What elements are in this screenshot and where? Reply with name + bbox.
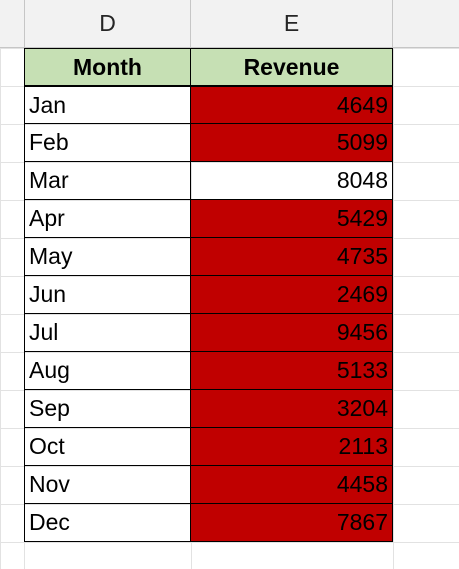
month-cell[interactable]: Jul xyxy=(24,314,191,352)
table-row: Aug 5133 xyxy=(24,352,393,390)
table-row: Dec 7867 xyxy=(24,504,393,542)
table-header-row: Month Revenue xyxy=(24,48,393,86)
table-row: Oct 2113 xyxy=(24,428,393,466)
revenue-cell[interactable]: 4649 xyxy=(191,86,393,124)
column-header-row: D E xyxy=(0,0,459,48)
table-row: Apr 5429 xyxy=(24,200,393,238)
revenue-cell[interactable]: 8048 xyxy=(191,162,393,200)
revenue-cell[interactable]: 2113 xyxy=(191,428,393,466)
month-cell[interactable]: Jan xyxy=(24,86,191,124)
revenue-table: Month Revenue Jan 4649 Feb 5099 Mar 8048 Apr 54… xyxy=(24,48,393,542)
column-header-d[interactable]: D xyxy=(24,0,191,47)
table-row: Jul 9456 xyxy=(24,314,393,352)
header-cell-revenue[interactable]: Revenue xyxy=(191,48,393,86)
month-cell[interactable]: Dec xyxy=(24,504,191,542)
table-row: Nov 4458 xyxy=(24,466,393,504)
table-body: Jan 4649 Feb 5099 Mar 8048 Apr 5429 May 4735 Jun 24… xyxy=(24,86,393,542)
revenue-cell[interactable]: 5133 xyxy=(191,352,393,390)
column-header-e[interactable]: E xyxy=(191,0,393,47)
revenue-cell[interactable]: 2469 xyxy=(191,276,393,314)
gridline xyxy=(393,48,394,569)
month-cell[interactable]: Jun xyxy=(24,276,191,314)
revenue-cell[interactable]: 5099 xyxy=(191,124,393,162)
header-cell-month[interactable]: Month xyxy=(24,48,191,86)
table-row: Jan 4649 xyxy=(24,86,393,124)
month-cell[interactable]: Aug xyxy=(24,352,191,390)
month-cell[interactable]: Sep xyxy=(24,390,191,428)
month-cell[interactable]: Nov xyxy=(24,466,191,504)
revenue-cell[interactable]: 3204 xyxy=(191,390,393,428)
month-cell[interactable]: Feb xyxy=(24,124,191,162)
table-row: Mar 8048 xyxy=(24,162,393,200)
table-row: May 4735 xyxy=(24,238,393,276)
revenue-cell[interactable]: 4735 xyxy=(191,238,393,276)
revenue-cell[interactable]: 9456 xyxy=(191,314,393,352)
revenue-cell[interactable]: 4458 xyxy=(191,466,393,504)
month-cell[interactable]: Oct xyxy=(24,428,191,466)
table-row: Feb 5099 xyxy=(24,124,393,162)
table-row: Sep 3204 xyxy=(24,390,393,428)
table-row: Jun 2469 xyxy=(24,276,393,314)
month-cell[interactable]: Mar xyxy=(24,162,191,200)
revenue-cell[interactable]: 5429 xyxy=(191,200,393,238)
month-cell[interactable]: May xyxy=(24,238,191,276)
month-cell[interactable]: Apr xyxy=(24,200,191,238)
revenue-cell[interactable]: 7867 xyxy=(191,504,393,542)
